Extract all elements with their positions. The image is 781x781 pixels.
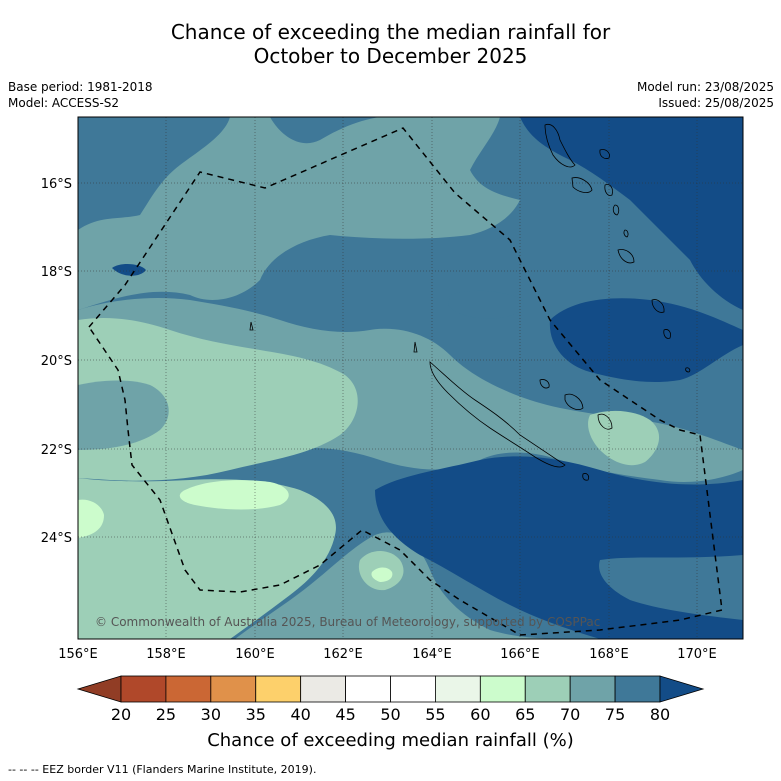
colorbar-swatch	[390, 675, 436, 703]
longitude-label: 162°E	[323, 647, 363, 662]
longitude-ticks: 156°E 158°E 160°E 162°E 164°E 166°E 168°E 170°E	[58, 647, 717, 662]
colorbar-swatch	[435, 675, 481, 703]
colorbar-swatch	[120, 675, 167, 703]
copyright-text: © Commonwealth of Australia 2025, Bureau…	[95, 615, 600, 629]
zone-70-south	[235, 532, 580, 639]
zone-60-west-strip	[179, 480, 289, 510]
title-line-2: October to December 2025	[253, 44, 528, 68]
zone-80-central	[549, 298, 743, 383]
vanuatu-espiritu-santo	[544, 123, 576, 168]
colorbar-swatch	[210, 675, 257, 703]
map-frame	[77, 116, 744, 640]
zone-80-ne	[520, 117, 743, 310]
zone-75-southeast-inner	[599, 555, 743, 620]
colorbar-tick-label: 50	[380, 705, 400, 724]
latitude-label: 18°S	[41, 265, 72, 280]
isle-of-pines	[582, 473, 590, 481]
zone-60-south-patch	[371, 567, 393, 582]
loyalty-islands	[539, 379, 613, 430]
colorbar-swatch	[345, 675, 391, 703]
longitude-label: 156°E	[58, 647, 98, 662]
coastlines	[249, 123, 691, 481]
issued-date: Issued: 25/08/2025	[658, 96, 774, 110]
latitude-label: 20°S	[41, 354, 72, 369]
metadata-right: Model run: 23/08/2025 Issued: 25/08/2025	[637, 79, 774, 111]
zone-75-ne	[78, 117, 230, 230]
longitude-label: 164°E	[412, 647, 452, 662]
zone-70-north	[78, 117, 520, 310]
longitude-label: 166°E	[500, 647, 540, 662]
zone-65-east	[588, 410, 660, 466]
new-caledonia-island	[429, 361, 566, 468]
colorbar-swatch	[300, 675, 346, 703]
model-run: Model run: 23/08/2025	[636, 80, 774, 94]
colorbar-tick-label: 75	[605, 705, 625, 724]
colorbar-under-arrow	[76, 675, 122, 703]
metadata-left: Base period: 1981-2018 Model: ACCESS-S2	[8, 79, 153, 111]
colorbar-swatch	[165, 675, 212, 703]
zone-75-northwest-blob	[448, 290, 524, 319]
graticule	[78, 117, 743, 639]
eez-border	[88, 127, 723, 636]
colorbar-swatch	[255, 675, 302, 703]
title-line-1: Chance of exceeding the median rainfall …	[170, 20, 611, 44]
longitude-label: 168°E	[589, 647, 629, 662]
colorbar-over-arrow	[659, 675, 705, 703]
zone-60-west-edge	[78, 499, 104, 538]
colorbar-tick-label: 55	[425, 705, 445, 724]
zone-70-west-inner	[78, 380, 169, 450]
rainfall-probability-field	[78, 117, 743, 639]
colorbar-tick-label: 35	[246, 705, 266, 724]
longitude-label: 160°E	[235, 647, 275, 662]
longitude-label: 170°E	[677, 647, 717, 662]
zone-65-southwest	[78, 478, 336, 639]
base-period: Base period: 1981-2018	[8, 80, 153, 94]
latitude-label: 22°S	[41, 443, 72, 458]
colorbar-label: Chance of exceeding median rainfall (%)	[207, 730, 574, 751]
longitude-label: 158°E	[146, 647, 186, 662]
colorbar-tick-label: 40	[290, 705, 310, 724]
colorbar-tick-label: 80	[650, 705, 670, 724]
colorbar-tick-label: 30	[201, 705, 221, 724]
colorbar-tick-label: 25	[156, 705, 176, 724]
colorbar-swatch	[524, 675, 571, 703]
colorbar-tick-label: 60	[470, 705, 490, 724]
colorbar-tick-label: 20	[111, 705, 131, 724]
vanuatu-malekula	[571, 177, 593, 193]
small-reef-center	[413, 341, 418, 353]
latitude-ticks: 16°S 18°S 20°S 22°S 24°S	[41, 177, 72, 546]
vanuatu-efate	[599, 149, 610, 159]
small-reef-west	[249, 321, 254, 331]
colorbar-swatch	[614, 675, 661, 703]
colorbar: 20 25 30 35 40 45 50 55 60 65 70 75 80	[76, 675, 705, 724]
colorbar-swatch	[479, 675, 526, 703]
zone-65-west	[78, 318, 358, 481]
eez-legend-note: -- -- -- EEZ border V11 (Flanders Marine…	[8, 763, 317, 776]
vanuatu-tanna	[617, 249, 635, 264]
model-name: Model: ACCESS-S2	[8, 96, 120, 110]
matthew-hunter-islands	[651, 299, 691, 373]
colorbar-tick-label: 65	[515, 705, 535, 724]
colorbar-tick-label: 45	[335, 705, 355, 724]
colorbar-tick-label: 70	[560, 705, 580, 724]
map-title: Chance of exceeding the median rainfall …	[0, 20, 781, 68]
latitude-label: 16°S	[41, 177, 72, 192]
vanuatu-islands-north	[604, 184, 629, 238]
latitude-label: 24°S	[41, 531, 72, 546]
colorbar-swatch	[569, 675, 616, 703]
